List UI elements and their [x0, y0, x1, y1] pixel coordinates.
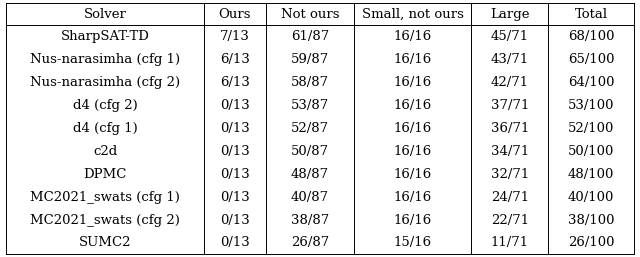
Text: 64/100: 64/100 [568, 76, 614, 89]
Text: 38/87: 38/87 [291, 214, 329, 227]
Text: Solver: Solver [84, 7, 127, 21]
Text: 7/13: 7/13 [220, 30, 250, 43]
Text: d4 (cfg 1): d4 (cfg 1) [73, 122, 138, 135]
Text: 59/87: 59/87 [291, 53, 329, 66]
Text: Small, not ours: Small, not ours [362, 7, 464, 21]
Text: 16/16: 16/16 [394, 76, 432, 89]
Text: 0/13: 0/13 [220, 99, 250, 112]
Text: 0/13: 0/13 [220, 145, 250, 158]
Text: Nus-narasimha (cfg 2): Nus-narasimha (cfg 2) [30, 76, 180, 89]
Text: 36/71: 36/71 [491, 122, 529, 135]
Text: 48/87: 48/87 [291, 168, 329, 181]
Text: 0/13: 0/13 [220, 214, 250, 227]
Text: 61/87: 61/87 [291, 30, 329, 43]
Text: c2d: c2d [93, 145, 117, 158]
Text: 0/13: 0/13 [220, 191, 250, 204]
Text: 68/100: 68/100 [568, 30, 614, 43]
Text: 6/13: 6/13 [220, 53, 250, 66]
Text: 38/100: 38/100 [568, 214, 614, 227]
Text: 34/71: 34/71 [491, 145, 529, 158]
Text: 11/71: 11/71 [491, 236, 529, 250]
Text: 16/16: 16/16 [394, 168, 432, 181]
Text: 16/16: 16/16 [394, 145, 432, 158]
Text: 50/100: 50/100 [568, 145, 614, 158]
Text: DPMC: DPMC [84, 168, 127, 181]
Text: 58/87: 58/87 [291, 76, 329, 89]
Text: 52/87: 52/87 [291, 122, 329, 135]
Text: 24/71: 24/71 [491, 191, 529, 204]
Text: 32/71: 32/71 [491, 168, 529, 181]
Text: Not ours: Not ours [281, 7, 339, 21]
Text: 43/71: 43/71 [491, 53, 529, 66]
Text: 0/13: 0/13 [220, 168, 250, 181]
Text: 26/87: 26/87 [291, 236, 329, 250]
Text: Large: Large [490, 7, 530, 21]
Text: 52/100: 52/100 [568, 122, 614, 135]
Text: 6/13: 6/13 [220, 76, 250, 89]
Text: 0/13: 0/13 [220, 122, 250, 135]
Text: 50/87: 50/87 [291, 145, 329, 158]
Text: 15/16: 15/16 [394, 236, 432, 250]
Text: 37/71: 37/71 [491, 99, 529, 112]
Text: 45/71: 45/71 [491, 30, 529, 43]
Text: 53/100: 53/100 [568, 99, 614, 112]
Text: MC2021_swats (cfg 2): MC2021_swats (cfg 2) [30, 214, 180, 227]
Text: d4 (cfg 2): d4 (cfg 2) [73, 99, 138, 112]
Text: 40/100: 40/100 [568, 191, 614, 204]
Text: MC2021_swats (cfg 1): MC2021_swats (cfg 1) [30, 191, 180, 204]
Text: 16/16: 16/16 [394, 214, 432, 227]
Text: Nus-narasimha (cfg 1): Nus-narasimha (cfg 1) [30, 53, 180, 66]
Text: 0/13: 0/13 [220, 236, 250, 250]
Text: 65/100: 65/100 [568, 53, 614, 66]
Text: 16/16: 16/16 [394, 53, 432, 66]
Text: Total: Total [575, 7, 607, 21]
Text: 16/16: 16/16 [394, 30, 432, 43]
Text: 16/16: 16/16 [394, 99, 432, 112]
Text: Ours: Ours [219, 7, 251, 21]
Text: 48/100: 48/100 [568, 168, 614, 181]
Text: 22/71: 22/71 [491, 214, 529, 227]
Text: 26/100: 26/100 [568, 236, 614, 250]
Text: 40/87: 40/87 [291, 191, 329, 204]
Text: 16/16: 16/16 [394, 122, 432, 135]
Text: 42/71: 42/71 [491, 76, 529, 89]
Text: SUMC2: SUMC2 [79, 236, 131, 250]
Text: 16/16: 16/16 [394, 191, 432, 204]
Text: SharpSAT-TD: SharpSAT-TD [61, 30, 150, 43]
Text: 53/87: 53/87 [291, 99, 329, 112]
